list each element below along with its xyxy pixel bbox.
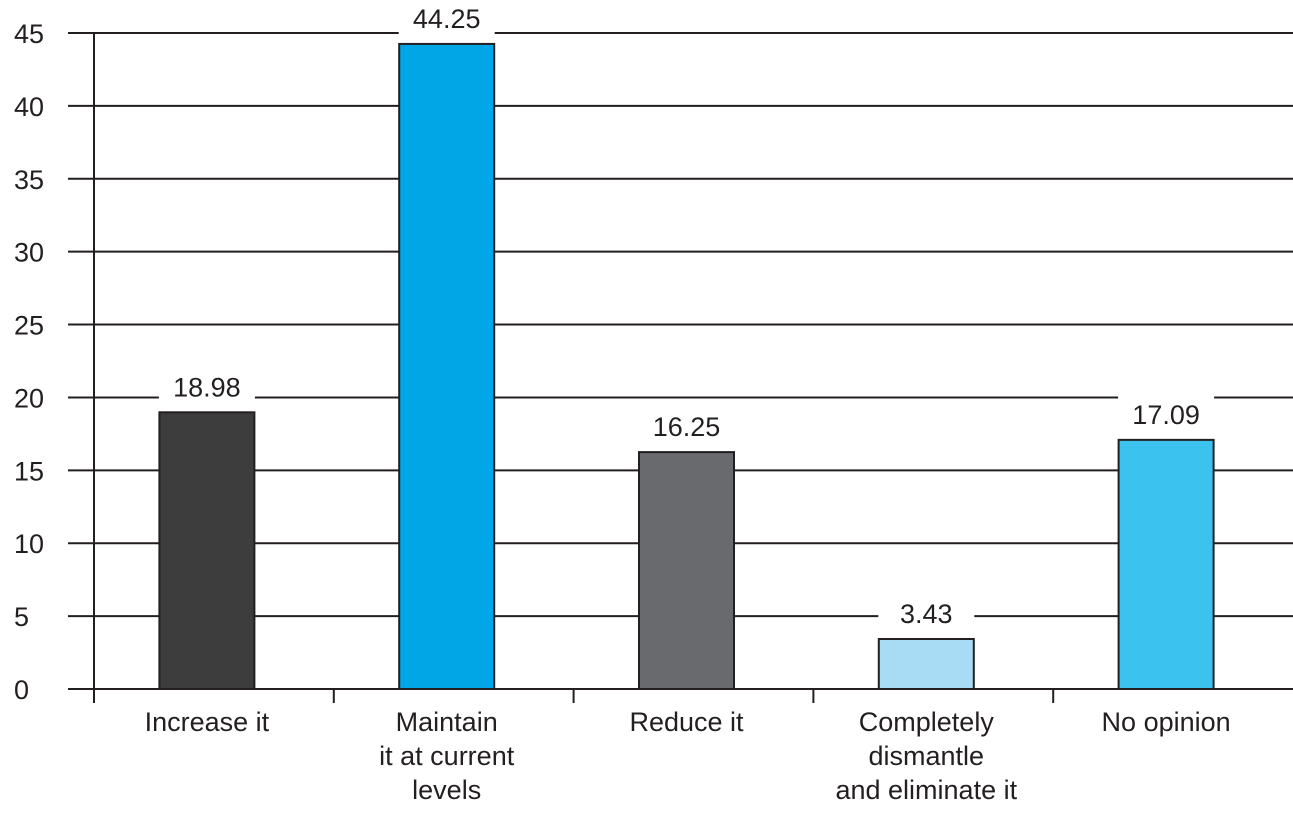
category-label: Maintain it at current levels	[379, 707, 515, 805]
data-label-backing	[638, 406, 735, 445]
category-label: No opinion	[1102, 707, 1231, 737]
labels: 0 5 10 15 20 25 30 35 40 45 18.98 Increase it 44.25 M…	[14, 0, 1231, 805]
category-label: Increase it	[145, 707, 270, 737]
y-tick-label: 30	[14, 238, 44, 268]
bar	[1117, 438, 1215, 690]
data-label: 44.25	[413, 4, 481, 34]
y-tick-label: 5	[14, 602, 29, 632]
category-label: Completely dismantle and eliminate it	[835, 707, 1017, 805]
bar	[398, 42, 496, 690]
data-label-backing	[398, 0, 495, 36]
category-label: Reduce it	[629, 707, 744, 737]
y-tick-label: 45	[14, 19, 44, 49]
y-tick-label: 0	[14, 675, 29, 705]
data-label-backing	[878, 592, 975, 631]
bar	[877, 637, 975, 691]
bar	[158, 411, 256, 690]
data-label: 16.25	[653, 412, 721, 442]
y-tick-label: 15	[14, 456, 44, 486]
data-label-backing	[1118, 393, 1215, 432]
data-label: 17.09	[1132, 400, 1200, 430]
bars	[158, 42, 1215, 691]
y-tick-label: 40	[14, 92, 44, 122]
y-tick-label: 35	[14, 165, 44, 195]
data-label-backing	[158, 366, 255, 405]
y-tick-label: 20	[14, 383, 44, 413]
bar	[638, 451, 735, 690]
gridlines	[68, 32, 1293, 618]
y-tick-label: 25	[14, 311, 44, 341]
y-tick-label: 10	[14, 529, 44, 559]
data-label: 18.98	[173, 372, 241, 402]
data-label: 3.43	[900, 599, 953, 629]
